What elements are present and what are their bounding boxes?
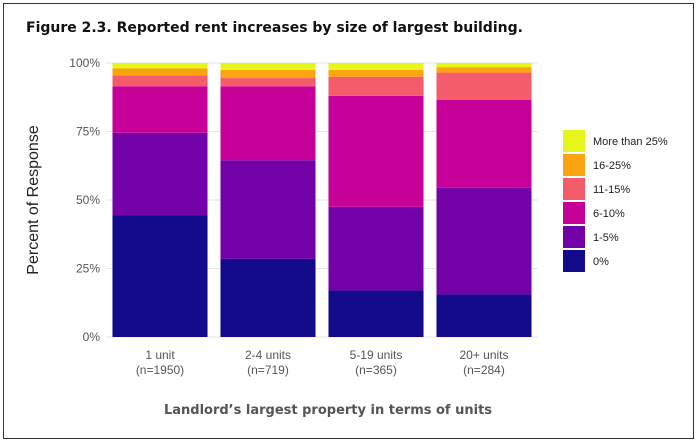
legend-swatch [563,130,585,152]
bar-segment [436,99,532,188]
bar-segment [220,78,316,87]
x-tick-label: 20+ units (n=284) [459,348,508,377]
bar-segment [328,63,424,70]
bar-segment [328,290,424,337]
bar-segment [112,215,208,337]
y-tick-label: 25% [76,262,100,276]
figure-title: Figure 2.3. Reported rent increases by s… [26,20,523,36]
bar-segment [436,294,532,337]
bar-segment [220,160,316,259]
bar-segment [220,86,316,161]
bar-segment [112,68,208,76]
legend-label: 16-25% [593,160,631,172]
bar-segment [436,187,532,295]
y-tick-label: 50% [76,193,100,207]
legend-swatch [563,202,585,224]
x-tick-label: 1 unit (n=1950) [136,348,184,377]
y-axis-title: Percent of Response [25,125,42,275]
bar-segment [328,206,424,291]
x-tick-label: 5-19 units (n=365) [350,348,403,377]
bar-segment [436,72,532,100]
x-axis-title: Landlord’s largest property in terms of … [164,403,492,418]
bar-segment [112,75,208,87]
y-tick-label: 75% [76,125,100,139]
bar-segment [436,63,532,68]
legend-swatch [563,250,585,272]
bar-segment [328,95,424,207]
legend-swatch [563,226,585,248]
bar-segment [328,69,424,77]
bar-segment [436,67,532,73]
legend-label: 6-10% [593,208,625,220]
bar-segment [328,76,424,96]
legend-label: 11-15% [593,184,630,196]
bar-segment [112,132,208,216]
x-tick-label: 2-4 units (n=719) [245,348,291,377]
y-tick-label: 0% [83,330,101,344]
bar-segment [112,86,208,133]
bar-segment [220,69,316,79]
bar-segment [220,258,316,337]
legend-label: 0% [593,256,609,268]
bar-segment [220,63,316,70]
legend-swatch [563,178,585,200]
bar-segment [112,63,208,69]
legend-label: 1-5% [593,232,619,244]
y-tick-label: 100% [69,56,100,70]
legend-swatch [563,154,585,176]
legend-label: More than 25% [593,136,668,148]
